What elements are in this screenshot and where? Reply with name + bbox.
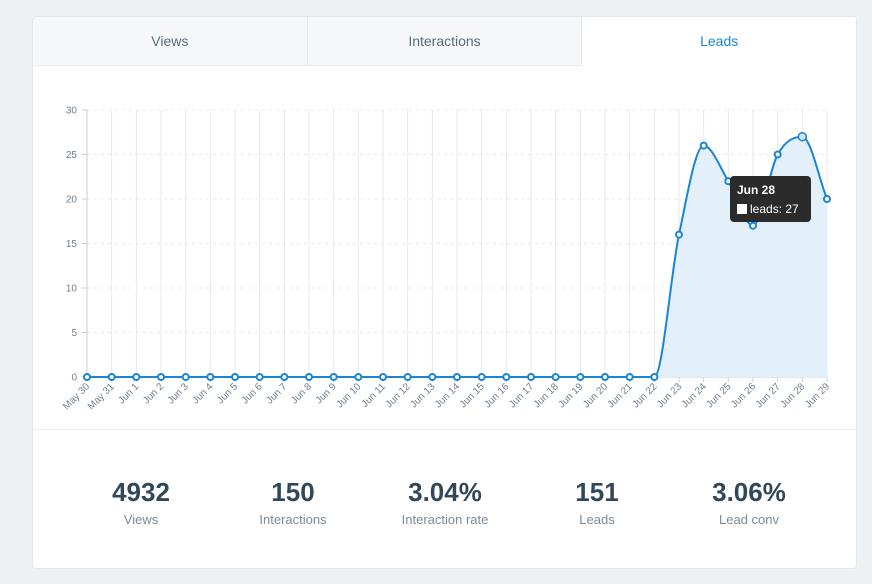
stat-label: Lead conv: [719, 512, 779, 527]
x-tick-label: Jun 23: [655, 381, 684, 410]
x-tick-label: Jun 3: [166, 381, 191, 406]
data-point: [477, 373, 486, 381]
tab-views[interactable]: Views: [33, 17, 307, 66]
data-point: [527, 373, 535, 381]
y-tick-label: 10: [66, 284, 78, 295]
y-tick-label: 15: [66, 239, 78, 250]
y-tick-label: 0: [71, 373, 77, 384]
stat-value: 3.04%: [408, 477, 482, 507]
data-point: [280, 373, 289, 381]
x-tick-label: Jun 24: [680, 381, 709, 410]
x-tick-label: Jun 4: [190, 381, 215, 406]
data-point: [157, 373, 165, 381]
data-point: [551, 373, 560, 381]
x-tick-label: Jun 20: [581, 381, 610, 410]
data-point: [255, 373, 264, 381]
data-point: [699, 141, 708, 150]
data-point: [797, 131, 808, 142]
x-tick-label: Jun 27: [754, 381, 783, 410]
divider: [33, 429, 856, 430]
y-tick-label: 30: [66, 106, 78, 117]
stat-leads: 151 Leads: [522, 476, 672, 529]
x-tick-label: Jun 14: [433, 381, 462, 410]
data-point: [181, 373, 190, 381]
stat-views: 4932 Views: [66, 476, 216, 529]
x-tick-label: Jun 1: [116, 381, 141, 406]
x-tick-label: Jun 16: [482, 381, 511, 410]
stat-label: Leads: [579, 512, 615, 527]
data-point: [305, 373, 313, 381]
tooltip-title: Jun 28: [737, 183, 776, 197]
stats-row: 4932 Views 150 Interactions 3.04% Intera…: [33, 430, 856, 568]
x-tick-label: Jun 22: [630, 381, 659, 410]
stat-lead-conv: 3.06% Lead conv: [674, 476, 824, 529]
stat-value: 3.06%: [712, 477, 786, 507]
data-point: [502, 373, 511, 381]
data-point: [823, 195, 831, 203]
data-point: [773, 150, 782, 159]
x-tick-label: Jun 21: [606, 381, 635, 410]
stat-value: 150: [271, 477, 315, 507]
series-area-leads: [87, 136, 827, 377]
x-tick-label: Jun 15: [458, 381, 487, 410]
data-point: [379, 373, 387, 381]
tab-leads[interactable]: Leads: [581, 17, 856, 66]
data-point: [625, 373, 634, 381]
x-tick-label: Jun 13: [408, 381, 437, 410]
x-tick-label: Jun 8: [289, 381, 314, 406]
x-tick-label: Jun 2: [141, 381, 166, 406]
data-point: [354, 373, 363, 381]
stat-interactions: 150 Interactions: [218, 476, 368, 529]
data-point: [206, 373, 215, 381]
data-point: [601, 373, 609, 381]
chart-tooltip: Jun 28 leads: 27: [730, 176, 811, 222]
data-point: [650, 373, 659, 381]
stat-value: 151: [575, 477, 619, 507]
data-point: [749, 221, 757, 230]
data-point: [576, 373, 585, 381]
data-point: [83, 373, 91, 381]
x-tick-label: May 31: [86, 381, 117, 412]
stat-interaction-rate: 3.04% Interaction rate: [370, 476, 520, 529]
x-tick-label: Jun 7: [264, 381, 289, 406]
x-tick-label: Jun 29: [803, 381, 832, 410]
x-tick-label: Jun 5: [215, 381, 240, 406]
x-tick-label: Jun 28: [778, 381, 807, 410]
x-tick-label: Jun 17: [507, 381, 536, 410]
metric-tabs: Views Interactions Leads: [33, 17, 856, 66]
stat-label: Views: [123, 512, 159, 527]
stat-value: 4932: [112, 477, 170, 507]
analytics-card: Views Interactions Leads 0 5 10 15 20 25 30 May…: [32, 16, 857, 569]
x-tick-label: Jun 12: [384, 381, 413, 410]
x-tick-label: Jun 11: [360, 381, 389, 410]
stat-label: Interactions: [259, 512, 327, 527]
data-point: [231, 373, 239, 381]
x-tick-label: Jun 19: [556, 381, 585, 410]
data-point: [132, 373, 141, 381]
data-point: [453, 373, 461, 381]
tooltip-swatch: [737, 204, 747, 214]
y-tick-label: 20: [66, 195, 78, 206]
stat-label: Interaction rate: [401, 512, 489, 527]
x-tick-label: Jun 26: [729, 381, 758, 410]
data-point: [675, 230, 683, 239]
data-point: [329, 373, 338, 381]
x-tick-label: Jun 10: [334, 381, 363, 410]
data-point: [107, 373, 116, 381]
data-point: [403, 373, 412, 381]
y-tick-label: 25: [66, 150, 78, 161]
tooltip-label: leads: 27: [750, 202, 799, 216]
y-tick-label: 5: [71, 328, 77, 339]
tab-interactions[interactable]: Interactions: [306, 17, 582, 66]
x-tick-label: Jun 25: [704, 381, 733, 410]
x-tick-label: Jun 18: [532, 381, 561, 410]
data-point: [428, 373, 437, 381]
x-tick-label: Jun 6: [240, 381, 265, 406]
